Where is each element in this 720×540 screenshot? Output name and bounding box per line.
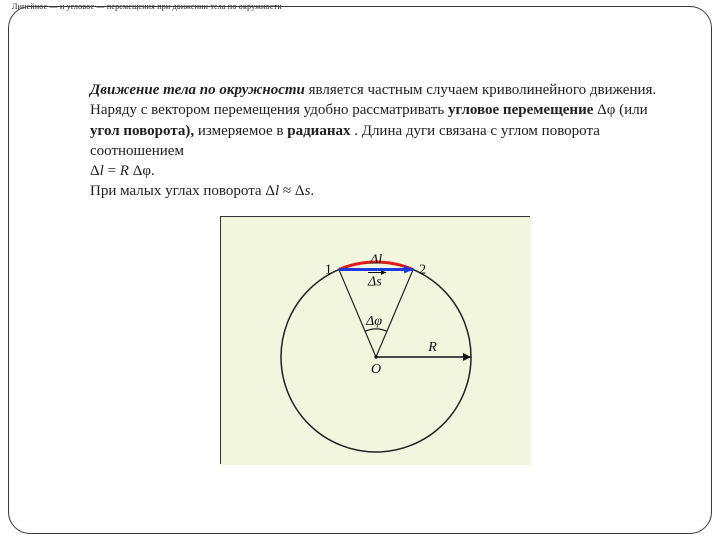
- svg-text:Δφ: Δφ: [365, 314, 382, 329]
- text-1d: Δφ (или: [593, 102, 647, 118]
- svg-text:1: 1: [325, 262, 332, 277]
- text-2c: ≈ Δ: [279, 183, 304, 199]
- bold-radians: радианах: [287, 123, 350, 139]
- svg-text:Δl: Δl: [369, 252, 382, 267]
- circle-diagram: 1 2 Δl Δs Δφ R O: [220, 216, 530, 464]
- emphasis-circular-motion: Движение тела по окружности: [90, 82, 305, 98]
- svg-text:2: 2: [419, 262, 426, 277]
- svg-text:R: R: [427, 340, 437, 355]
- formula-eq: =: [104, 163, 120, 179]
- formula-R: R: [120, 163, 129, 179]
- text-2e: .: [310, 183, 314, 199]
- text-1f: измеряемое в: [194, 123, 287, 139]
- svg-text:Δs: Δs: [367, 274, 382, 289]
- figure-wrap: 1 2 Δl Δs Δφ R O: [90, 216, 660, 469]
- paragraph: Движение тела по окружности является час…: [90, 80, 660, 202]
- svg-text:O: O: [371, 362, 381, 377]
- main-content: Движение тела по окружности является час…: [90, 80, 660, 469]
- text-2a: При малых углах поворота Δ: [90, 183, 275, 199]
- bold-angular-displacement: угловое перемещение: [448, 102, 593, 118]
- bold-turn-angle: угол поворота),: [90, 123, 194, 139]
- formula-delta: Δ: [90, 163, 100, 179]
- formula-dphi: Δφ.: [129, 163, 155, 179]
